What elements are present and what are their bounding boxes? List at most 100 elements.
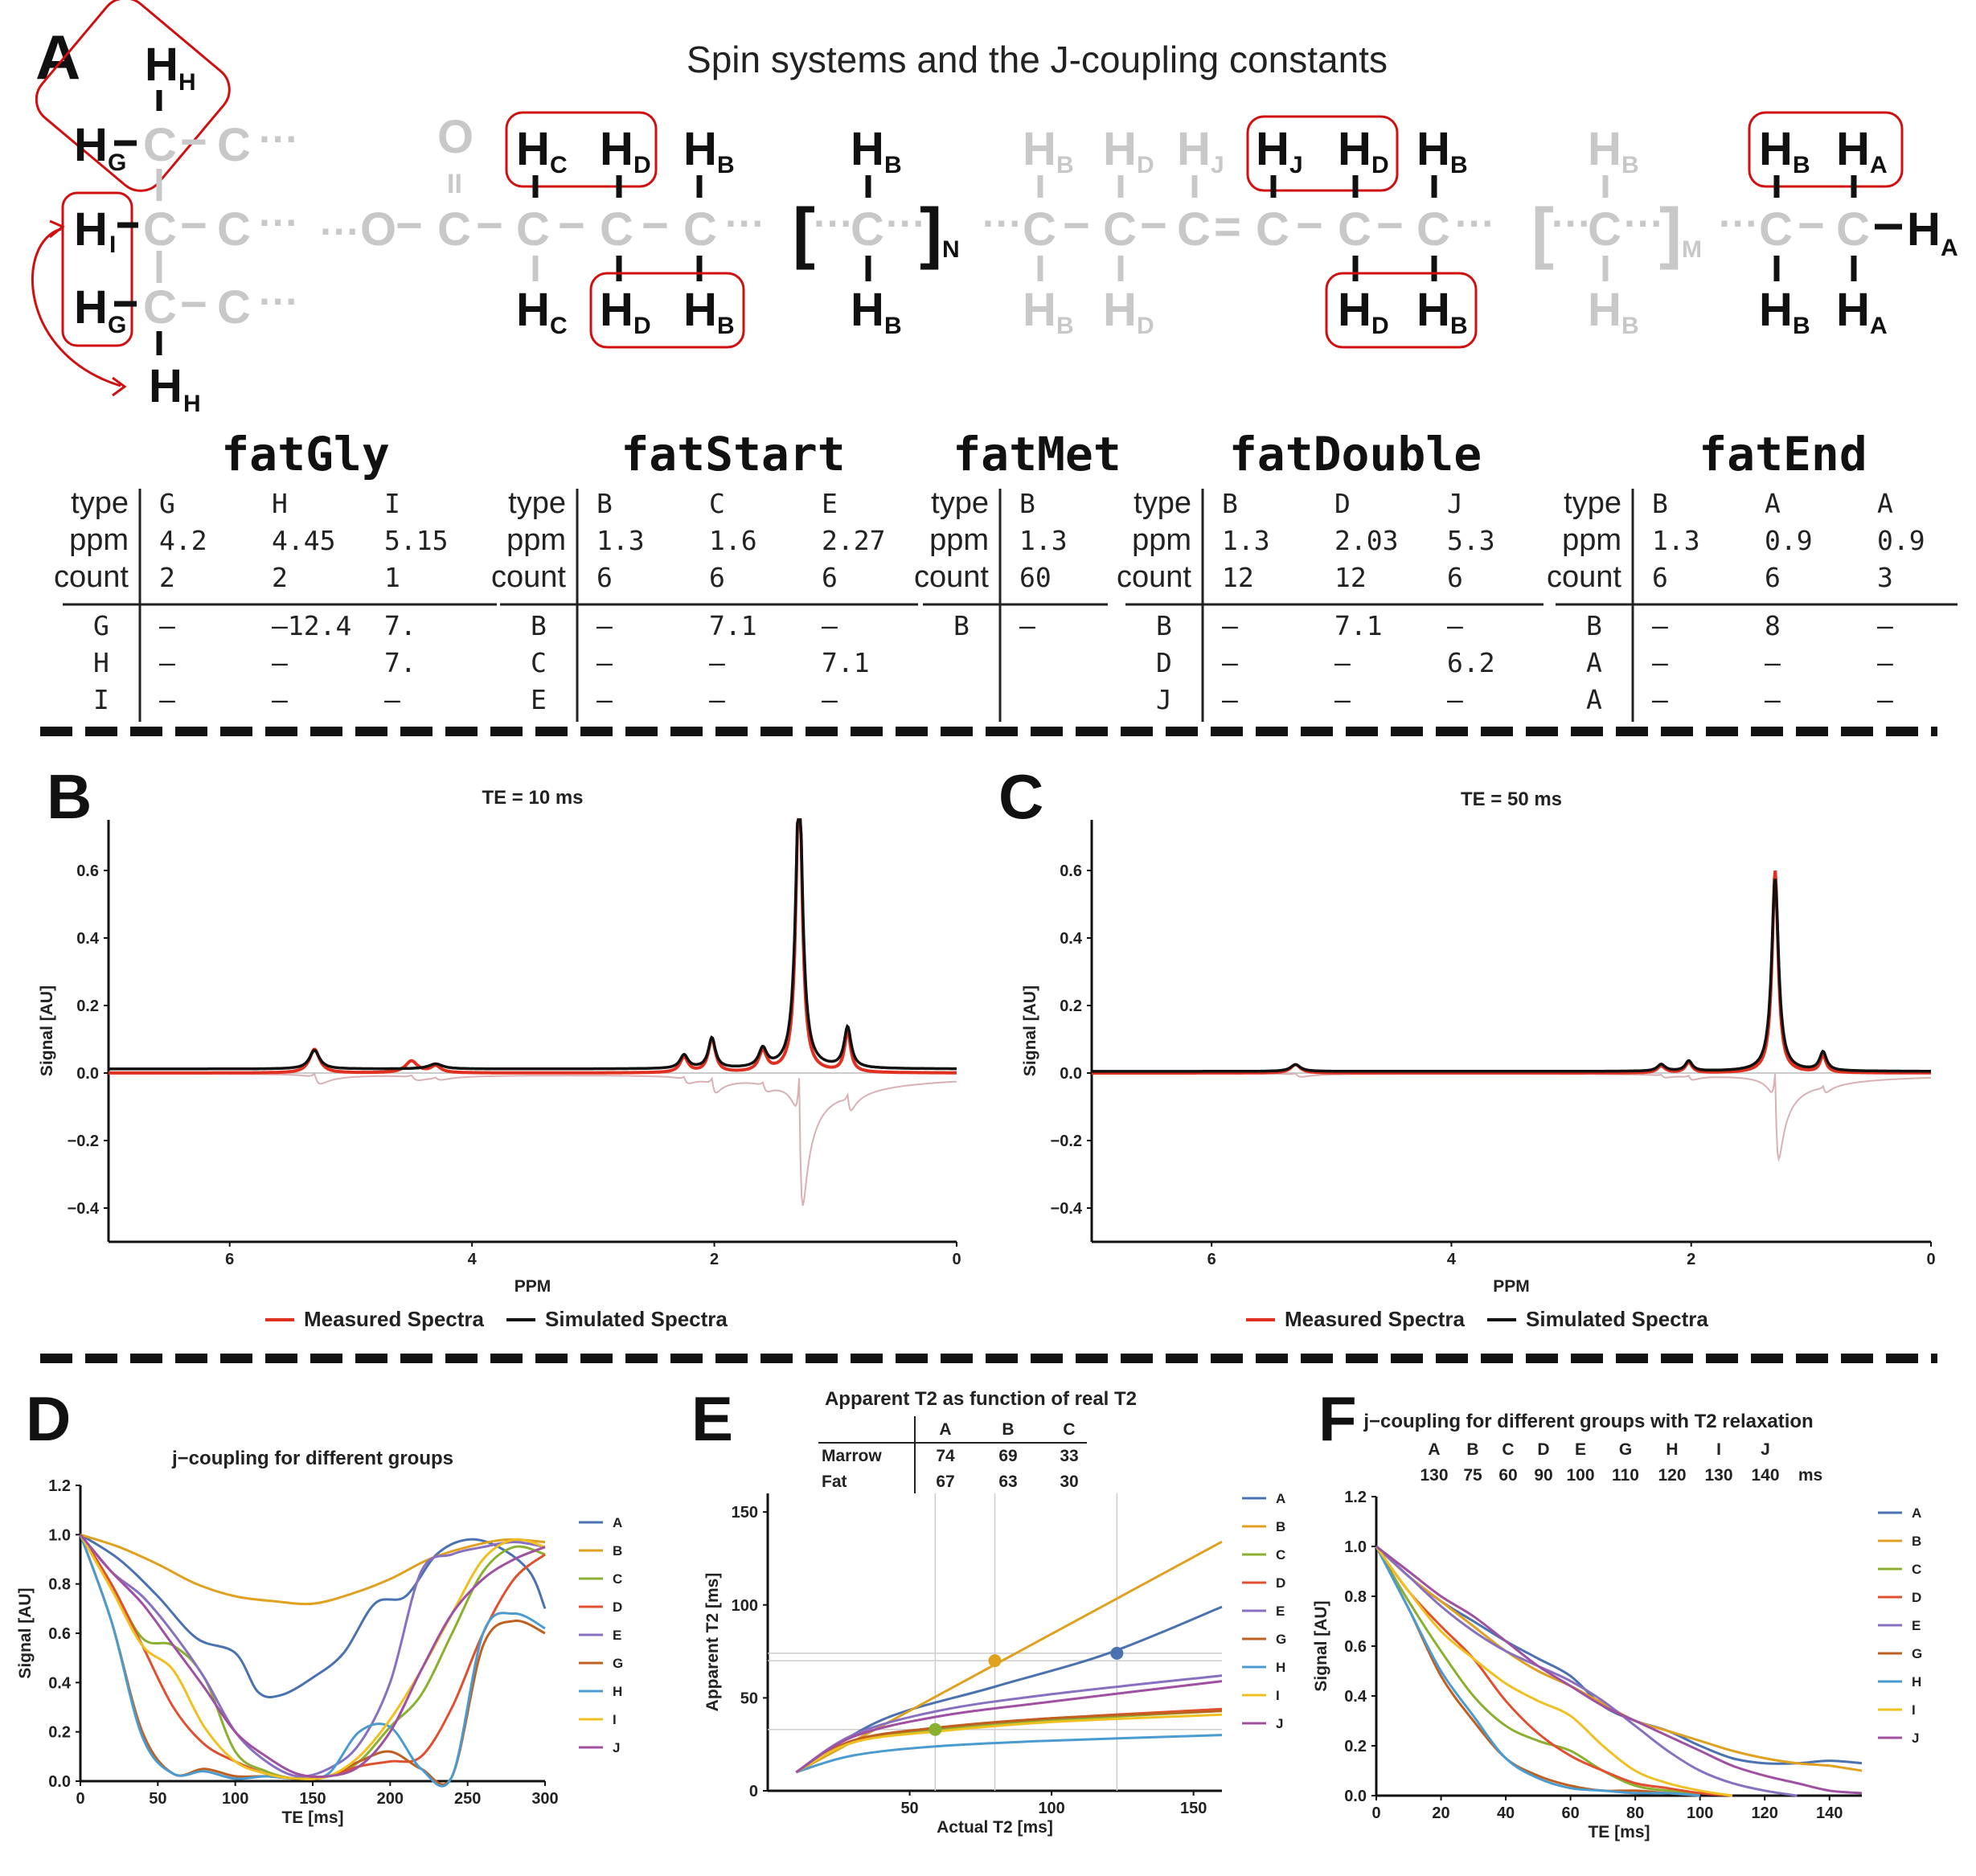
spin-box-hj-hd [1246, 115, 1399, 192]
atom-hb-end-bottom-sub: B [1793, 313, 1810, 339]
series-line-i [795, 1713, 1223, 1774]
t2-label: E [1575, 1440, 1586, 1459]
x-tick-label: 2 [1687, 1251, 1695, 1268]
series-line-c [1375, 1546, 1733, 1797]
header-cell: 1.3 [596, 525, 645, 556]
atom-hj: H [1256, 123, 1289, 175]
dots-end-left: ··· [1719, 201, 1759, 246]
row-label: count [1117, 560, 1191, 594]
atom-c-gly1: C [143, 119, 177, 171]
atom-hb-dbl-bottom-grey-sub: B [1056, 313, 1074, 339]
legend-label: E [1912, 1618, 1921, 1633]
header-cell: 6 [1447, 562, 1463, 593]
atom-hb-dbl-bottom-grey: H [1023, 284, 1056, 336]
bracket-right-m: ] [1659, 195, 1682, 270]
matrix-cell: – [1877, 684, 1893, 715]
matrix-cell: – [596, 610, 613, 641]
panel-label-c: C [998, 761, 1043, 832]
matrix-cell: – [1652, 647, 1668, 678]
dash-c1: − [476, 199, 503, 252]
atom-hh-bottom: H [149, 360, 182, 412]
matrix-cell: – [159, 647, 175, 678]
y-tick-label: 1.0 [48, 1526, 71, 1544]
atom-hj-grey: H [1177, 123, 1211, 175]
header-cell: 6 [1652, 562, 1668, 593]
header-cell: 2.27 [822, 525, 885, 556]
atom-hb-top-a-sub: B [717, 152, 735, 178]
atom-c-dbl2: C [1103, 203, 1137, 256]
legend-label: D [613, 1600, 622, 1615]
y-tick-label: 0.6 [76, 862, 99, 880]
header-cell: B [1019, 488, 1035, 519]
methyl-end: H B H A ··· C − C H A H B H A [1719, 111, 1958, 339]
matrix-cell: – [1334, 647, 1351, 678]
y-tick-label: 0.2 [76, 997, 99, 1015]
x-tick-label: 2 [710, 1251, 719, 1268]
y-tick-label: −0.4 [1051, 1200, 1083, 1218]
atom-hd-dbl-bottom: H [1338, 284, 1371, 336]
double-bond-eq: = [1214, 201, 1241, 253]
header-cell: 1.6 [709, 525, 757, 556]
dash-dbl1: − [1063, 199, 1090, 252]
x-tick-label: 6 [1207, 1251, 1216, 1268]
series-line-j [1375, 1545, 1863, 1795]
header-cell: 1 [384, 562, 400, 593]
atom-c-gly2b: C [217, 203, 251, 256]
x-tick-label: 40 [1497, 1804, 1515, 1822]
dots-chain3: ··· [725, 201, 765, 246]
spin-box-hd-hb-dbl [1325, 272, 1478, 349]
atom-hb-end-top-sub: B [1793, 152, 1810, 178]
matrix-cell: – [1019, 610, 1035, 641]
row-label: count [1547, 560, 1621, 594]
matrix-row-label: E [531, 684, 547, 715]
header-cell: 6 [709, 562, 725, 593]
dots-met-right: ··· [886, 201, 926, 246]
x-axis-label: TE [ms] [281, 1808, 343, 1827]
row-label: type [1564, 486, 1621, 520]
matrix-row-label: I [93, 684, 109, 715]
table-title: fatMet [953, 427, 1121, 481]
legend-label: B [1276, 1519, 1285, 1534]
dash-end1: − [1798, 199, 1825, 252]
y-tick-label: 1.2 [48, 1477, 71, 1495]
spin-systems-title: Spin systems and the J-coupling constant… [687, 39, 1388, 80]
dots-dbl-left: ··· [982, 201, 1023, 246]
matrix-cell: – [272, 684, 288, 715]
dots-met-left: ··· [814, 201, 854, 246]
atom-hc-top: H [516, 123, 550, 175]
t2-label: H [1666, 1440, 1678, 1459]
methylene-repeat-n: H B [ ··· C ··· ] N H B [793, 123, 960, 339]
header-cell: 1.3 [1019, 525, 1068, 556]
atom-hd-dbl-bottom-grey-sub: D [1137, 313, 1154, 339]
matrix-cell: – [272, 647, 288, 678]
x-tick-label: 6 [225, 1251, 234, 1268]
glycerol-backbone: H H H G C − C ··· H I C − C ··· H G C − … [31, 0, 299, 417]
atom-hd-dbl-top-sub: D [1371, 152, 1389, 178]
arrow-head-top [49, 219, 65, 239]
t2-value: 110 [1612, 1466, 1639, 1485]
x-tick-label: 300 [531, 1790, 558, 1808]
atom-hb-dbl-top-grey-sub: B [1056, 152, 1074, 178]
y-axis-label: Signal [AU] [1021, 985, 1039, 1076]
atom-hb-m-bottom: H [1588, 284, 1621, 336]
matrix-cell: – [1652, 610, 1668, 641]
legend-label: J [1276, 1716, 1283, 1731]
t2-value: 130 [1420, 1466, 1448, 1485]
x-axis-label: PPM [514, 1277, 551, 1296]
legend-label: B [613, 1543, 622, 1559]
t2-table-row-label: Marrow [822, 1447, 882, 1465]
matrix-cell: 7.1 [822, 647, 870, 678]
x-axis-label: TE [ms] [1588, 1823, 1650, 1841]
y-tick-label: 1.2 [1344, 1489, 1367, 1506]
series-line-j [795, 1680, 1223, 1774]
series-line-i [1375, 1546, 1733, 1797]
matrix-row-label: B [1156, 610, 1172, 641]
y-tick-label: 0.4 [1060, 930, 1083, 948]
atom-hc-top-sub: C [550, 152, 568, 178]
y-tick-label: 0.2 [1060, 997, 1082, 1015]
atom-c-gly3: C [143, 281, 177, 334]
row-label: count [54, 560, 129, 594]
x-tick-label: 60 [1561, 1804, 1579, 1822]
matrix-cell: – [1447, 684, 1463, 715]
